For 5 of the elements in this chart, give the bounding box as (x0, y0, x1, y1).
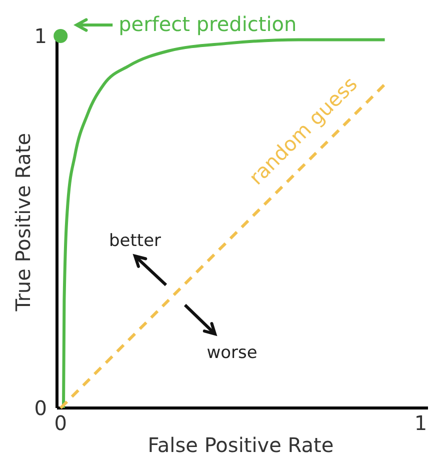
annotation: worse (206, 343, 258, 363)
annotation: better (108, 231, 162, 251)
y-axis-title: True Positive Rate (11, 132, 35, 312)
x-axis-title: False Positive Rate (148, 433, 334, 457)
annotation: perfect prediction (118, 12, 297, 36)
